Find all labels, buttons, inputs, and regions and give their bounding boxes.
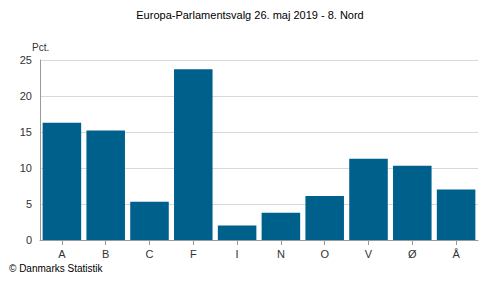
svg-text:Pct.: Pct. bbox=[32, 42, 49, 53]
svg-text:10: 10 bbox=[20, 162, 32, 174]
svg-text:Å: Å bbox=[452, 248, 460, 260]
svg-text:5: 5 bbox=[26, 198, 32, 210]
svg-text:F: F bbox=[190, 248, 197, 260]
svg-text:B: B bbox=[102, 248, 109, 260]
svg-text:C: C bbox=[146, 248, 154, 260]
svg-text:25: 25 bbox=[20, 54, 32, 66]
svg-text:V: V bbox=[365, 248, 373, 260]
svg-text:Europa-Parlamentsvalg 26. maj: Europa-Parlamentsvalg 26. maj 2019 - 8. … bbox=[136, 9, 363, 21]
svg-text:O: O bbox=[320, 248, 329, 260]
svg-text:15: 15 bbox=[20, 126, 32, 138]
svg-text:A: A bbox=[58, 248, 66, 260]
svg-text:© Danmarks Statistik: © Danmarks Statistik bbox=[9, 263, 104, 274]
svg-text:I: I bbox=[236, 248, 239, 260]
svg-text:Ø: Ø bbox=[408, 248, 417, 260]
svg-text:N: N bbox=[277, 248, 285, 260]
svg-text:0: 0 bbox=[26, 234, 32, 246]
svg-text:20: 20 bbox=[20, 90, 32, 102]
